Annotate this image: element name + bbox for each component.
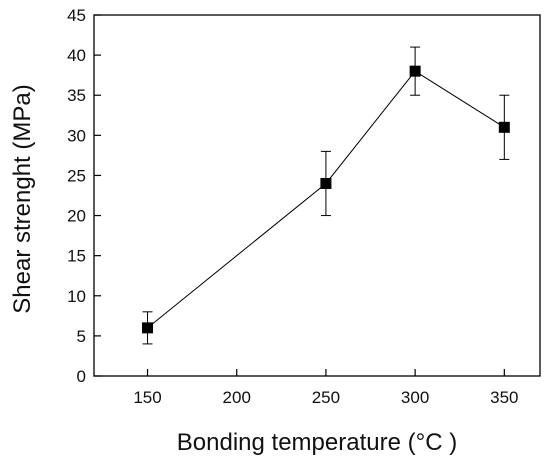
axes: 0 5 10 15 20 25 30 35 40 45 150 200 250 300 350 bbox=[67, 6, 541, 407]
y-tick-label: 15 bbox=[67, 247, 86, 266]
x-axis-title: Bonding temperature (°C ) bbox=[177, 429, 457, 456]
y-axis-title: Shear strenght (MPa) bbox=[9, 84, 36, 313]
y-tick-label: 30 bbox=[67, 126, 86, 145]
data-point-marker bbox=[320, 177, 332, 189]
x-tick-label: 300 bbox=[401, 388, 429, 407]
y-tick-label: 5 bbox=[77, 327, 86, 346]
data-point-marker bbox=[409, 65, 421, 77]
x-tick-label: 250 bbox=[312, 388, 340, 407]
y-tick-label: 40 bbox=[67, 46, 86, 65]
data-point-marker bbox=[498, 121, 510, 133]
y-tick-label: 10 bbox=[67, 287, 86, 306]
y-tick-label: 0 bbox=[77, 367, 86, 386]
series-line bbox=[147, 70, 505, 329]
y-tick-label: 20 bbox=[67, 207, 86, 226]
x-tick-label: 150 bbox=[133, 388, 161, 407]
data-point-marker bbox=[142, 322, 154, 334]
x-tick-label: 200 bbox=[223, 388, 251, 407]
x-tick-label: 350 bbox=[490, 388, 518, 407]
data-series bbox=[142, 46, 510, 345]
y-tick-label: 35 bbox=[67, 86, 86, 105]
y-tick-label: 25 bbox=[67, 166, 86, 185]
plot-frame bbox=[93, 14, 541, 377]
y-tick-label: 45 bbox=[67, 6, 86, 25]
